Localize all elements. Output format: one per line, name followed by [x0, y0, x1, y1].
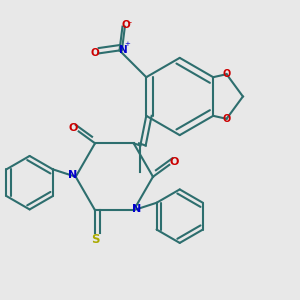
Text: S: S — [91, 232, 99, 245]
Text: O: O — [121, 20, 130, 30]
Text: O: O — [69, 123, 78, 134]
Text: +: + — [124, 41, 130, 47]
Text: O: O — [222, 114, 231, 124]
Text: O: O — [91, 48, 100, 59]
Text: -: - — [129, 18, 132, 27]
Text: N: N — [132, 204, 141, 214]
Text: N: N — [68, 170, 77, 180]
Text: N: N — [119, 45, 128, 56]
Text: O: O — [222, 69, 231, 79]
Text: O: O — [170, 157, 179, 167]
